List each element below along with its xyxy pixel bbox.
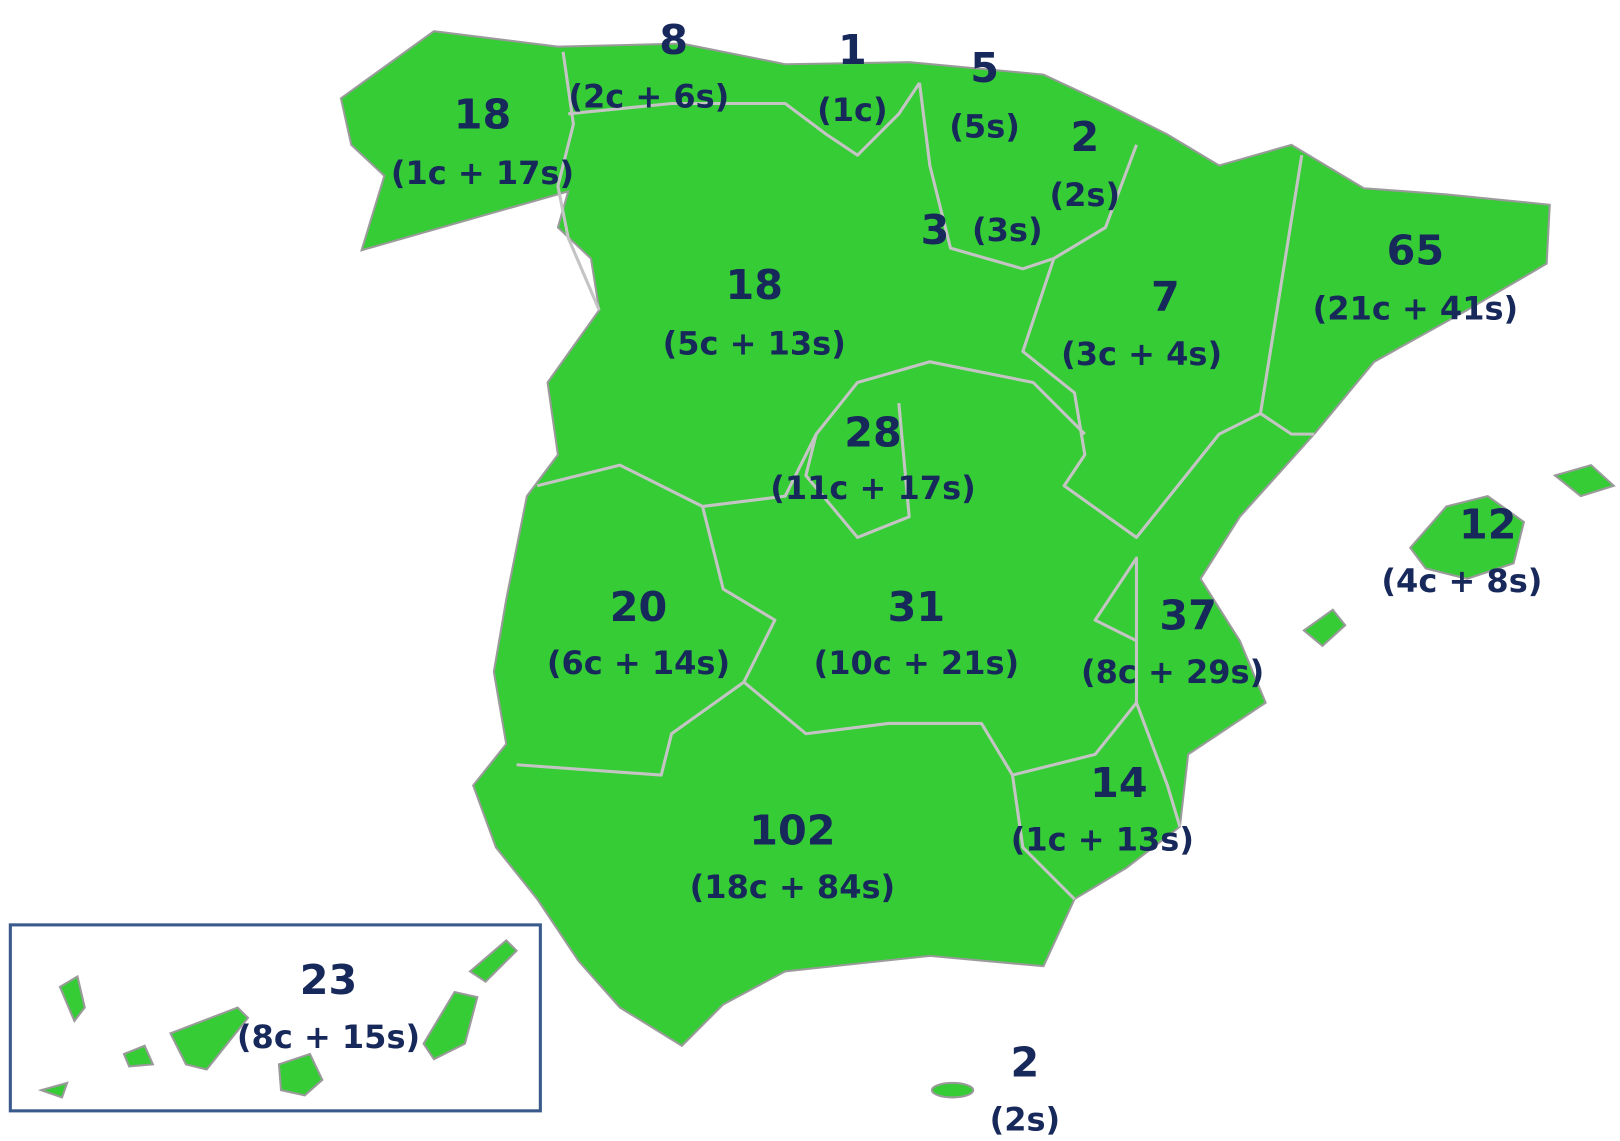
region-detail: (1c + 17s) [391, 154, 574, 192]
region-detail: (5s) [949, 108, 1020, 146]
region-detail: (2s) [1050, 176, 1121, 214]
region-total: 5 [970, 44, 999, 92]
inset-frame [8, 923, 542, 1113]
region-detail: (8c + 29s) [1081, 653, 1264, 691]
region-border [1135, 702, 1182, 828]
region-border [1021, 154, 1304, 539]
region-border [1010, 774, 1076, 901]
region-total: 65 [1387, 227, 1445, 275]
region-detail: (10c + 21s) [814, 644, 1020, 682]
region-detail: (21c + 41s) [1313, 289, 1519, 327]
region-border [1259, 412, 1315, 436]
region-total: 7 [1151, 273, 1180, 321]
region-total: 23 [300, 956, 358, 1004]
region-total: 2 [1070, 113, 1099, 161]
region-border [568, 81, 921, 157]
region-total: 31 [888, 583, 945, 631]
region-detail: (6c + 14s) [547, 644, 730, 682]
region-border [742, 556, 1139, 777]
region-total: 8 [659, 16, 688, 64]
region-detail: (2c + 6s) [568, 78, 729, 116]
region-total: 37 [1159, 591, 1216, 639]
region-total: 1 [838, 26, 867, 74]
region-border [804, 402, 911, 539]
region-total: 12 [1459, 500, 1517, 548]
region-detail: (8c + 15s) [237, 1018, 420, 1056]
region-total: 18 [725, 261, 783, 309]
region-detail: (1c + 13s) [1011, 820, 1194, 858]
island [930, 1081, 975, 1099]
region-detail: (3s) [972, 211, 1043, 249]
region-detail: (5c + 13s) [663, 325, 846, 363]
region-total: 14 [1090, 759, 1148, 807]
mainland [339, 30, 1551, 1048]
region-detail: (1c) [817, 91, 888, 129]
region-detail: (4c + 8s) [1381, 562, 1542, 600]
region-total: 3 [921, 206, 950, 254]
region-total: 20 [610, 583, 667, 631]
region-total: 18 [454, 90, 512, 138]
region-border [556, 51, 601, 311]
island [37, 938, 519, 1099]
region-detail: (2s) [990, 1100, 1061, 1138]
region-total: 2 [1011, 1039, 1040, 1087]
region-detail: (3c + 4s) [1061, 335, 1222, 373]
region-total: 28 [844, 409, 902, 457]
island [1302, 463, 1616, 648]
region-detail: (18c + 84s) [690, 868, 896, 906]
region-detail: (11c + 17s) [770, 469, 976, 507]
region-total: 102 [749, 806, 835, 854]
region-border [917, 82, 1138, 271]
